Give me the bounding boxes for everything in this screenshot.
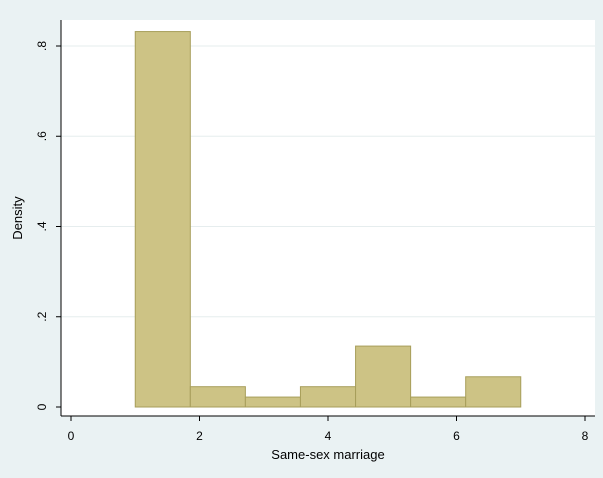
axes [56, 20, 595, 421]
histogram-bar-4 [355, 345, 412, 408]
histogram-bar-3 [299, 386, 357, 408]
x-tick-label-4: 8 [582, 429, 589, 443]
histogram-bar-0 [134, 31, 191, 408]
y-tick-labels: 0 .2 .4 .6 .8 [35, 41, 49, 411]
histogram-bar-1 [189, 386, 246, 408]
x-tick-label-0: 0 [68, 429, 75, 443]
y-axis-title: Density [10, 196, 25, 240]
histogram-bar-5 [410, 396, 467, 408]
histogram-bar-2 [244, 396, 301, 408]
y-tick-label-2: .4 [35, 221, 49, 231]
y-tick-label-4: .8 [35, 41, 49, 51]
x-tick-label-3: 6 [453, 429, 460, 443]
x-tick-labels: 0 2 4 6 8 [68, 429, 589, 443]
x-tick-label-1: 2 [196, 429, 203, 443]
histogram-bar-6 [465, 376, 522, 408]
y-tick-label-0: 0 [35, 403, 49, 410]
y-tick-label-1: .2 [35, 311, 49, 321]
histogram-bars [134, 31, 522, 408]
x-tick-label-2: 4 [325, 429, 332, 443]
x-axis-title: Same-sex marriage [271, 447, 384, 462]
y-tick-label-3: .6 [35, 131, 49, 141]
